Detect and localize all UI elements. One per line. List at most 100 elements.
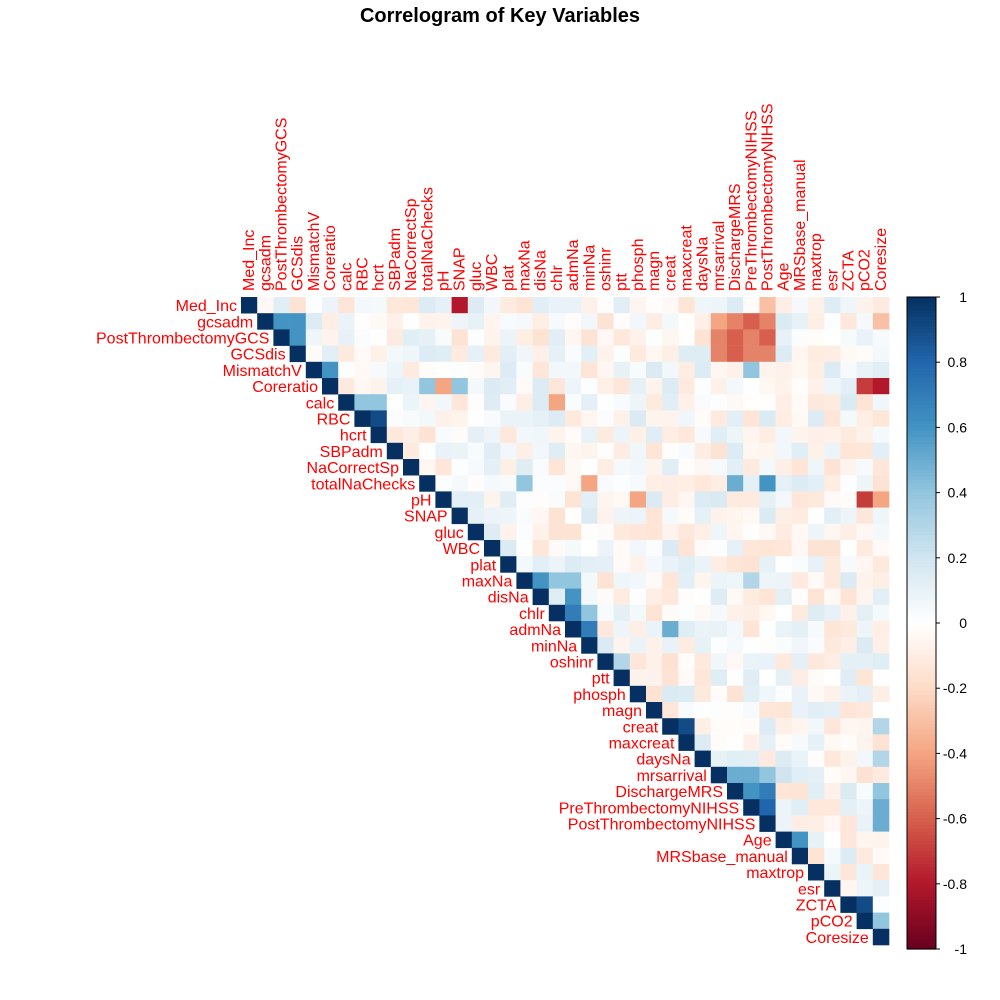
heatmap-cell-MismatchV-plat: [500, 361, 517, 379]
heatmap-cell-creat-PostThrombectomyNIHSS: [759, 718, 776, 735]
heatmap-cell-Age-MRSbase_manual: [791, 831, 809, 849]
heatmap-cell-disNa-PostThrombectomyNIHSS: [759, 588, 776, 606]
heatmap-cell-plat-oshinr: [597, 556, 614, 573]
heatmap-cell-maxcreat-DischargeMRS: [727, 734, 744, 751]
colorbar-step: [907, 613, 936, 618]
heatmap-cell-maxcreat-MRSbase_manual: [791, 734, 809, 751]
heatmap-cell-chlr-pCO2: [856, 604, 874, 622]
heatmap-cell-ptt-magn: [646, 669, 663, 687]
colorbar-tick-label: 0.2: [948, 550, 968, 566]
heatmap-cell-MismatchV-daysNa: [694, 361, 712, 379]
heatmap-cell-GCSdis-oshinr: [597, 345, 614, 363]
heatmap-cell-ptt-pCO2: [856, 669, 874, 687]
colorbar-step: [907, 792, 936, 797]
heatmap-cell-oshinr-ZCTA: [840, 653, 857, 670]
colorbar-step: [907, 818, 936, 823]
heatmap-cell-MismatchV-minNa: [581, 361, 598, 379]
heatmap-cell-WBC-Age: [775, 540, 793, 557]
heatmap-cell-totalNaChecks-pH: [435, 475, 452, 492]
colorbar-step: [907, 596, 936, 601]
heatmap-cell-SNAP-PostThrombectomyNIHSS: [759, 507, 776, 525]
heatmap-cell-totalNaChecks-mrsarrival: [710, 475, 728, 492]
heatmap-cell-gluc-DischargeMRS: [727, 523, 744, 541]
colorbar-step: [907, 371, 936, 376]
heatmap-cell-RBC-RBC: [354, 410, 371, 427]
heatmap-cell-minNa-daysNa: [694, 637, 712, 654]
heatmap-cell-SNAP-Age: [775, 507, 793, 525]
heatmap-cell-RBC-pH: [435, 410, 452, 427]
heatmap-cell-PreThrombectomyNIHSS-MRSbase_manual: [791, 799, 809, 816]
heatmap-cell-WBC-pCO2: [856, 540, 874, 557]
column-label: plat: [500, 265, 517, 291]
heatmap-cell-ptt-Age: [775, 669, 793, 687]
heatmap-cell-minNa-ptt: [613, 637, 631, 654]
heatmap-cell-creat-esr: [824, 718, 841, 735]
heatmap-cell-plat-MRSbase_manual: [791, 556, 809, 573]
heatmap-cell-SBPadm-totalNaChecks: [419, 442, 436, 460]
heatmap-cell-admNa-creat: [662, 621, 679, 638]
heatmap-cell-PostThrombectomyGCS-esr: [824, 329, 841, 346]
heatmap-cell-admNa-Coresize: [872, 621, 890, 638]
heatmap-cell-MismatchV-hcrt: [370, 361, 388, 379]
heatmap-cell-Coreratio-creat: [662, 378, 679, 395]
heatmap-cell-gcsadm-maxtrop: [808, 313, 825, 330]
heatmap-cell-PostThrombectomyGCS-WBC: [484, 329, 501, 346]
heatmap-cell-maxNa-mrsarrival: [710, 572, 728, 589]
heatmap-cell-RBC-phosph: [629, 410, 647, 427]
colorbar-step: [907, 404, 936, 409]
colorbar-step: [907, 697, 936, 702]
column-label: mrsarrival: [711, 221, 728, 291]
heatmap-cell-NaCorrectSp-pCO2: [856, 459, 874, 476]
heatmap-cell-RBC-SNAP: [451, 410, 469, 427]
heatmap-cell-PreThrombectomyNIHSS-PreThrombectomyNIHSS: [743, 799, 760, 816]
heatmap-cell-GCSdis-gluc: [467, 345, 485, 363]
colorbar-step: [907, 834, 936, 839]
heatmap-cell-PostThrombectomyGCS-disNa: [532, 329, 550, 346]
column-label: GCSdis: [290, 236, 307, 291]
heatmap-cell-MismatchV-Coresize: [872, 361, 890, 379]
row-label: pH: [411, 493, 431, 510]
heatmap-cell-mrsarrival-ZCTA: [840, 766, 857, 784]
heatmap-cell-pH-daysNa: [694, 491, 712, 508]
heatmap-cell-pH-phosph: [629, 491, 647, 508]
heatmap-cell-GCSdis-pCO2: [856, 345, 874, 363]
heatmap-cell-phosph-Coresize: [872, 685, 890, 703]
heatmap-cell-hcrt-PostThrombectomyNIHSS: [759, 426, 776, 444]
heatmap-cell-PostThrombectomyGCS-plat: [500, 329, 517, 346]
heatmap-cell-hcrt-admNa: [565, 426, 582, 444]
heatmap-cell-magn-PreThrombectomyNIHSS: [743, 702, 760, 719]
heatmap-cell-chlr-admNa: [565, 604, 582, 622]
heatmap-cell-daysNa-ZCTA: [840, 750, 857, 768]
colorbar-step: [907, 414, 936, 419]
heatmap-cell-hcrt-totalNaChecks: [419, 426, 436, 444]
colorbar-step: [907, 619, 936, 624]
colorbar-step: [907, 893, 936, 898]
heatmap-cell-gluc-MRSbase_manual: [791, 523, 809, 541]
heatmap-cell-admNa-Age: [775, 621, 793, 638]
colorbar-step: [907, 486, 936, 490]
colorbar-step: [907, 310, 936, 314]
heatmap-cell-SNAP-plat: [500, 507, 517, 525]
colorbar-step: [907, 779, 936, 784]
heatmap-cell-PostThrombectomyGCS-PreThrombectomyNIHSS: [743, 329, 760, 346]
column-label: minNa: [581, 245, 598, 291]
colorbar-step: [907, 769, 936, 774]
column-label: ptt: [614, 273, 631, 291]
heatmap-cell-MismatchV-Age: [775, 361, 793, 379]
heatmap-cell-maxcreat-Age: [775, 734, 793, 751]
heatmap-cell-plat-pCO2: [856, 556, 874, 573]
heatmap-cell-gluc-PostThrombectomyNIHSS: [759, 523, 776, 541]
heatmap-cell-calc-chlr: [548, 394, 566, 411]
column-label: WBC: [484, 254, 501, 291]
colorbar-tick-label: -0.2: [943, 680, 967, 696]
heatmap-cell-chlr-phosph: [629, 604, 647, 622]
colorbar-step: [907, 711, 936, 715]
heatmap-cell-gcsadm-maxNa: [516, 313, 533, 330]
heatmap-cell-totalNaChecks-chlr: [548, 475, 566, 492]
heatmap-cell-PostThrombectomyGCS-admNa: [565, 329, 582, 346]
heatmap-cell-gluc-mrsarrival: [710, 523, 728, 541]
colorbar-step: [907, 583, 936, 588]
heatmap-cell-MismatchV-MismatchV: [305, 361, 323, 379]
heatmap-cell-MismatchV-Coreratio: [322, 361, 339, 379]
heatmap-cell-ptt-PostThrombectomyNIHSS: [759, 669, 776, 687]
